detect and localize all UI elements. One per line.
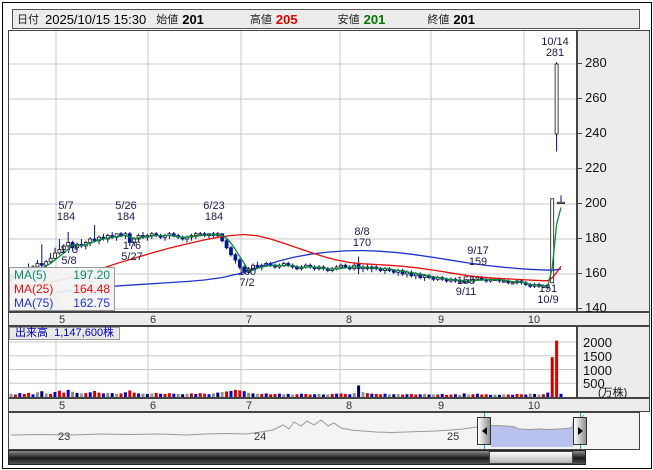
price-annotation: 176 5/27 bbox=[121, 240, 143, 263]
range-handle-right-button[interactable] bbox=[573, 417, 587, 445]
candlestick-chart bbox=[9, 31, 576, 311]
month-label: 9 bbox=[437, 314, 445, 326]
volume-tick-label: 2000 bbox=[583, 335, 612, 350]
price-tick-label: 240 bbox=[585, 125, 607, 140]
price-chart-panel[interactable]: 5/7 184 173 5/8 5/26 184 176 5/27 6/23 184 16… bbox=[8, 30, 577, 312]
price-tick-mark bbox=[577, 273, 582, 274]
price-tick-label: 160 bbox=[585, 265, 607, 280]
volume-unit-label: (万株) bbox=[598, 387, 628, 399]
horizontal-scrollbar[interactable] bbox=[8, 450, 586, 465]
close-value: 201 bbox=[453, 11, 476, 27]
month-label: 6 bbox=[149, 314, 157, 326]
price-axis-gutter bbox=[577, 30, 650, 312]
ma-legend-row: MA(75) 162.75 bbox=[14, 296, 110, 310]
date-label: 日付 bbox=[17, 14, 39, 26]
high-value: 205 bbox=[275, 11, 298, 27]
month-label: 5 bbox=[58, 400, 66, 412]
price-tick-mark bbox=[577, 98, 582, 99]
month-label: 8 bbox=[345, 314, 353, 326]
price-tick-mark bbox=[577, 238, 582, 239]
ma-legend-row: MA(5) 197.20 bbox=[14, 268, 110, 282]
price-tick-mark bbox=[577, 168, 582, 169]
price-tick-label: 280 bbox=[585, 55, 607, 70]
navigator-minichart bbox=[10, 414, 585, 447]
range-handle-left-button[interactable] bbox=[477, 417, 491, 445]
month-label: 9 bbox=[437, 400, 445, 412]
month-label: 5 bbox=[58, 314, 66, 326]
close-label: 終値 bbox=[427, 14, 450, 26]
volume-tick-label: 1000 bbox=[583, 362, 612, 378]
price-tick-mark bbox=[577, 308, 582, 309]
price-annotation: 5/26 184 bbox=[115, 200, 137, 223]
low-label: 安値 bbox=[337, 14, 360, 26]
volume-bars-chart bbox=[9, 327, 576, 397]
price-tick-label: 260 bbox=[585, 90, 607, 105]
price-tick-mark bbox=[577, 63, 582, 64]
price-annotation: 5/7 184 bbox=[56, 200, 76, 223]
volume-tick-label: 500 bbox=[583, 376, 605, 392]
month-label: 10 bbox=[527, 314, 541, 326]
month-label: 7 bbox=[245, 400, 253, 412]
price-tick-label: 180 bbox=[585, 230, 607, 245]
month-label: 8 bbox=[345, 400, 353, 412]
month-axis-lower: 5 6 7 8 9 10 bbox=[8, 398, 650, 412]
price-annotation: 6/23 184 bbox=[203, 200, 225, 223]
right-arrow-icon bbox=[577, 427, 583, 435]
month-label: 7 bbox=[245, 314, 253, 326]
price-annotation: 9/17 159 bbox=[467, 245, 489, 268]
month-label: 10 bbox=[527, 400, 541, 412]
price-tick-label: 140 bbox=[585, 300, 607, 315]
high-label: 高値 bbox=[249, 14, 272, 26]
year-label: 23 bbox=[58, 431, 71, 443]
year-label: 24 bbox=[254, 431, 267, 443]
price-annotation: 173 5/8 bbox=[59, 244, 79, 267]
left-arrow-icon bbox=[481, 427, 487, 435]
open-label: 始値 bbox=[156, 14, 179, 26]
quote-header-bar: 日付 2025/10/15 15:30 始値 201 高値 205 安値 201… bbox=[12, 9, 640, 29]
price-annotation: 155 9/11 bbox=[455, 275, 477, 298]
price-annotation: 160 7/2 bbox=[237, 266, 257, 289]
price-annotation: 10/14 281 bbox=[541, 36, 569, 59]
volume-label-box: 出来高 1,147,600株 bbox=[9, 327, 121, 340]
price-tick-mark bbox=[577, 133, 582, 134]
low-value: 201 bbox=[363, 11, 386, 27]
price-annotation: 151 10/9 bbox=[537, 283, 559, 306]
scrollbar-thumb[interactable] bbox=[489, 451, 573, 464]
ma-legend-row: MA(25) 164.48 bbox=[14, 282, 110, 296]
volume-value: 1,147,600株 bbox=[54, 327, 115, 339]
volume-tick-label: 1500 bbox=[583, 348, 612, 364]
price-annotation: 8/8 170 bbox=[352, 226, 372, 249]
price-tick-label: 200 bbox=[585, 195, 607, 210]
year-label: 25 bbox=[447, 431, 460, 443]
volume-axis-gutter bbox=[577, 326, 650, 398]
date-value: 2025/10/15 15:30 bbox=[45, 11, 147, 27]
open-value: 201 bbox=[182, 11, 204, 27]
price-tick-mark bbox=[577, 203, 582, 204]
volume-label: 出来高 bbox=[15, 327, 48, 339]
month-label: 6 bbox=[149, 400, 157, 412]
price-tick-label: 220 bbox=[585, 160, 607, 175]
ma-legend-box: MA(5) 197.20 MA(25) 164.48 MA(75) 162.75 bbox=[9, 267, 115, 311]
range-navigator[interactable]: 23 24 25 bbox=[8, 412, 640, 450]
month-axis-upper: 5 6 7 8 9 10 bbox=[8, 312, 650, 326]
